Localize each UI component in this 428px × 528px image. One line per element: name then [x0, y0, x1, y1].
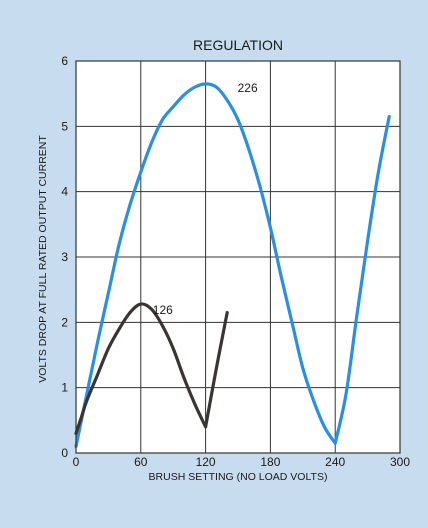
y-tick-label: 3: [61, 250, 68, 264]
plot-frame: [75, 60, 401, 454]
x-tick-label: 180: [260, 455, 280, 469]
series-labels: 226 126: [153, 81, 258, 317]
y-tick-label: 5: [61, 119, 68, 133]
x-tick-label: 120: [196, 455, 216, 469]
x-tick-label: 0: [73, 455, 80, 469]
series-label-226: 226: [238, 81, 258, 95]
series-label-126: 126: [153, 303, 173, 317]
chart-title: REGULATION: [193, 37, 283, 53]
y-axis-label: VOLTS DROP AT FULL RATED OUTPUT CURRENT: [37, 135, 49, 383]
tick-labels: 0 60 120 180 240 300 0 1 2 3 4 5 6: [61, 54, 410, 469]
x-tick-label: 240: [325, 455, 345, 469]
y-tick-label: 2: [61, 315, 68, 329]
series-line-226: [74, 82, 391, 449]
x-tick-label: 60: [134, 455, 148, 469]
series-line-126: [74, 302, 229, 435]
x-tick-label: 300: [390, 455, 410, 469]
grid: [76, 61, 400, 453]
series-group: [74, 82, 391, 449]
y-tick-label: 4: [61, 185, 68, 199]
y-tick-label: 6: [61, 54, 68, 68]
x-axis-label: BRUSH SETTING (NO LOAD VOLTS): [149, 471, 328, 483]
y-tick-label: 0: [61, 446, 68, 460]
y-tick-label: 1: [61, 381, 68, 395]
